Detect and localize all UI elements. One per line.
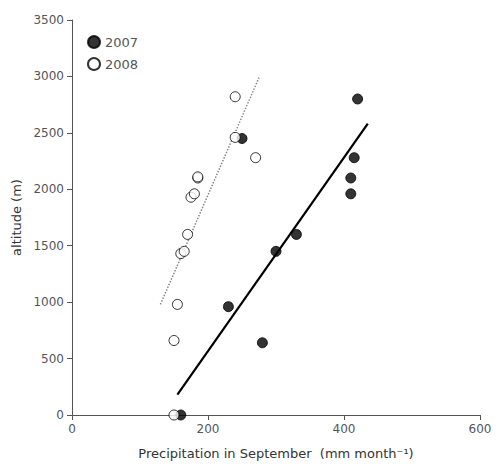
- svg-text:1500: 1500: [33, 239, 64, 253]
- svg-text:0: 0: [56, 408, 64, 422]
- svg-text:2007: 2007: [105, 35, 138, 50]
- svg-text:2500: 2500: [33, 126, 64, 140]
- svg-text:altitude (m): altitude (m): [9, 179, 24, 256]
- svg-text:3000: 3000: [33, 69, 64, 83]
- svg-text:600: 600: [469, 422, 492, 436]
- svg-text:2008: 2008: [105, 57, 138, 72]
- svg-text:500: 500: [41, 352, 64, 366]
- svg-text:3500: 3500: [33, 13, 64, 27]
- svg-text:0: 0: [68, 422, 76, 436]
- svg-text:2000: 2000: [33, 182, 64, 196]
- svg-text:200: 200: [197, 422, 220, 436]
- svg-text:Precipitation in September (m: Precipitation in September (mm month⁻¹): [138, 446, 413, 461]
- svg-text:1000: 1000: [33, 295, 64, 309]
- svg-text:400: 400: [333, 422, 356, 436]
